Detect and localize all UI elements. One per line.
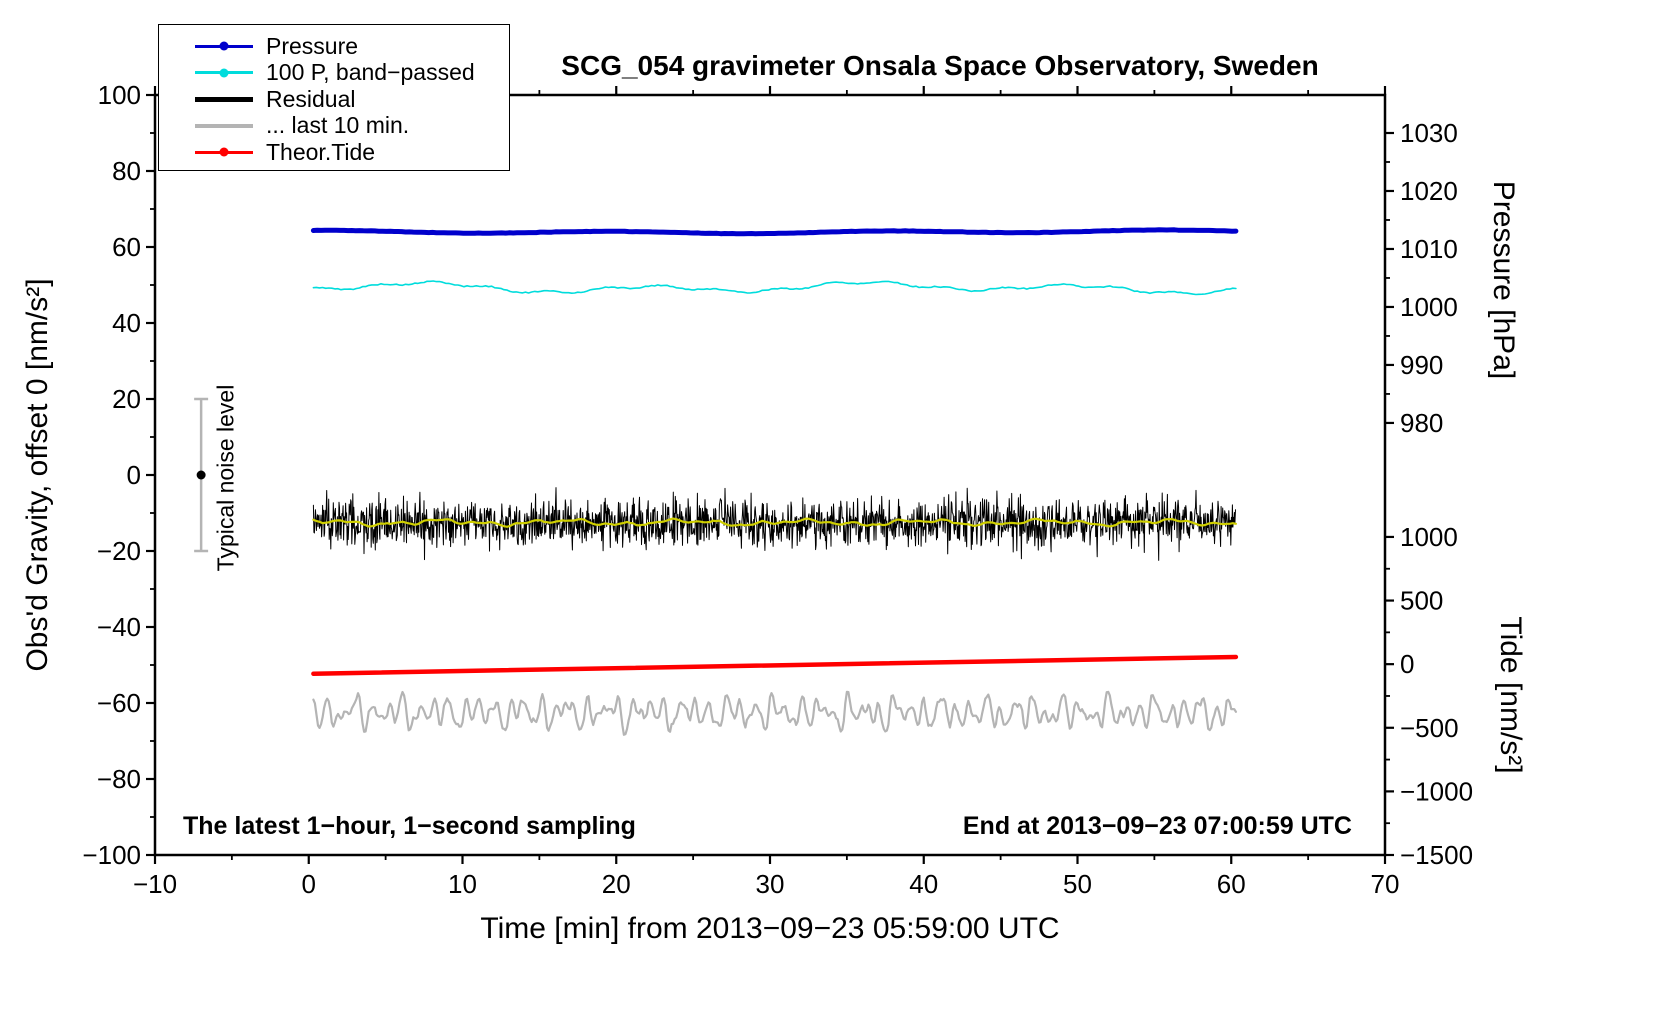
x-axis-ticks: −10 0 10 20 30 40 50 60 70 (133, 86, 1400, 899)
tick-label: −60 (97, 688, 141, 718)
legend: Pressure 100 P, band−passed Residual... la… (158, 24, 510, 171)
legend-item: Pressure (195, 33, 509, 60)
y-axis-label-gravity: Obs'd Gravity, offset 0 [nm/s²] (21, 278, 54, 672)
series-theor-tide (311, 654, 1239, 676)
series-band-passed (312, 280, 1237, 296)
legend-label: Theor.Tide (266, 138, 376, 165)
tick-label: −80 (97, 764, 141, 794)
tick-label: 100 (98, 80, 141, 110)
series-last10min (312, 690, 1238, 736)
tick-label: 500 (1400, 586, 1443, 616)
tick-label: −1000 (1400, 776, 1473, 806)
tick-label: 20 (602, 869, 631, 899)
sampling-annotation: The latest 1−hour, 1−second sampling (183, 812, 636, 840)
legend-item: Theor.Tide (195, 139, 509, 166)
y-left-ticks: 100 80 60 40 20 0 −20 −40 −60 −80 −100 (82, 80, 155, 870)
noise-level-label: Typical noise level (212, 384, 239, 572)
tick-label: −1500 (1400, 840, 1473, 870)
legend-item: ... last 10 min. (195, 112, 509, 140)
tick-label: 40 (112, 308, 141, 338)
tick-label: 980 (1400, 408, 1443, 438)
legend-dot-line-marker (195, 40, 253, 52)
series-group (310, 227, 1239, 736)
tick-label: −20 (97, 536, 141, 566)
tick-label: 20 (112, 384, 141, 414)
tick-label: −100 (82, 840, 141, 870)
legend-line-marker (195, 120, 253, 132)
tick-label: 1000 (1400, 292, 1458, 322)
tick-label: 0 (1400, 649, 1414, 679)
tick-label: 60 (1217, 869, 1246, 899)
noise-level-marker (194, 397, 209, 553)
legend-label: ... last 10 min. (266, 112, 410, 139)
legend-dot-line-marker (195, 67, 253, 79)
legend-label: Residual (266, 85, 356, 112)
tick-label: 10 (448, 869, 477, 899)
tick-label: 1020 (1400, 176, 1458, 206)
series-residual-smooth (312, 517, 1238, 528)
tick-label: 1030 (1400, 118, 1458, 148)
tick-label: 0 (302, 869, 316, 899)
tick-label: 990 (1400, 350, 1443, 380)
y-axis-label-pressure: Pressure [hPa] (1487, 180, 1520, 380)
tick-label: 80 (112, 156, 141, 186)
legend-item: 100 P, band−passed (195, 59, 509, 87)
tick-label: 40 (909, 869, 938, 899)
plot-frame (153, 93, 1387, 857)
tick-label: 70 (1371, 869, 1400, 899)
legend-line-marker (195, 93, 253, 105)
tick-label: −40 (97, 612, 141, 642)
page-title: SCG_054 gravimeter Onsala Space Observat… (561, 50, 1319, 81)
tick-label: 30 (756, 869, 785, 899)
legend-label: 100 P, band−passed (266, 59, 475, 86)
series-residual (312, 487, 1236, 561)
series-pressure (310, 227, 1239, 237)
x-axis-label: Time [min] from 2013−09−23 05:59:00 UTC (480, 912, 1060, 945)
noise-level-dot (196, 470, 206, 480)
tick-label: 1010 (1400, 234, 1458, 264)
y-axis-label-tide: Tide [nm/s²] (1494, 616, 1527, 774)
tick-label: 1000 (1400, 522, 1458, 552)
tick-label: 50 (1063, 869, 1092, 899)
end-time-annotation: End at 2013−09−23 07:00:59 UTC (962, 812, 1352, 840)
tick-label: 60 (112, 232, 141, 262)
y-right-tide-ticks: 1000 500 0 −500 −1000 −1500 (1385, 522, 1473, 870)
y-right-pressure-ticks: 1030 1020 1010 1000 990 980 (1385, 118, 1458, 438)
legend-dot-line-marker (195, 146, 253, 158)
legend-item: Residual (195, 86, 509, 113)
tick-label: 0 (127, 460, 141, 490)
tick-label: −500 (1400, 713, 1459, 743)
legend-label: Pressure (266, 32, 359, 59)
tick-label: −10 (133, 869, 177, 899)
